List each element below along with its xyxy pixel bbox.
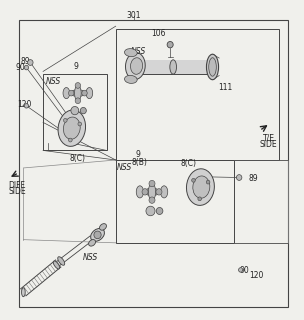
Circle shape xyxy=(78,122,81,126)
Ellipse shape xyxy=(209,58,216,76)
Text: 8(B): 8(B) xyxy=(132,158,148,167)
Ellipse shape xyxy=(88,240,95,246)
Text: 8(C): 8(C) xyxy=(70,154,86,163)
Circle shape xyxy=(82,90,87,96)
Text: 9: 9 xyxy=(136,150,141,159)
Text: 8(C): 8(C) xyxy=(180,159,196,168)
Ellipse shape xyxy=(145,188,159,196)
Ellipse shape xyxy=(53,261,60,269)
Circle shape xyxy=(64,118,67,122)
Text: NSS: NSS xyxy=(117,164,132,172)
Ellipse shape xyxy=(126,52,145,80)
Circle shape xyxy=(192,179,195,182)
Ellipse shape xyxy=(58,257,65,265)
Text: SIDE: SIDE xyxy=(260,140,277,149)
Ellipse shape xyxy=(58,110,85,146)
Text: NSS: NSS xyxy=(46,77,61,86)
Ellipse shape xyxy=(130,58,143,74)
Circle shape xyxy=(156,189,162,195)
Text: 120: 120 xyxy=(249,271,263,280)
Text: DIFF: DIFF xyxy=(8,181,25,190)
Text: SIDE: SIDE xyxy=(8,188,26,196)
Circle shape xyxy=(24,104,29,108)
Bar xyxy=(116,29,279,160)
Ellipse shape xyxy=(86,87,93,99)
Text: 89: 89 xyxy=(249,174,258,183)
Ellipse shape xyxy=(99,224,106,230)
Text: 89: 89 xyxy=(20,57,30,66)
Circle shape xyxy=(24,65,29,70)
Circle shape xyxy=(156,207,163,214)
Ellipse shape xyxy=(193,176,210,198)
Text: NSS: NSS xyxy=(131,47,146,56)
Ellipse shape xyxy=(74,85,81,101)
Text: 9: 9 xyxy=(74,62,79,71)
Circle shape xyxy=(239,268,243,272)
Bar xyxy=(143,60,212,74)
Circle shape xyxy=(94,231,101,239)
Ellipse shape xyxy=(63,87,70,99)
Circle shape xyxy=(206,180,210,184)
Circle shape xyxy=(149,197,155,203)
Text: 106: 106 xyxy=(151,29,165,38)
Circle shape xyxy=(167,42,173,48)
Ellipse shape xyxy=(124,49,137,57)
Circle shape xyxy=(75,83,81,88)
Circle shape xyxy=(146,206,155,216)
Text: 111: 111 xyxy=(219,83,233,92)
Text: NSS: NSS xyxy=(82,253,98,262)
Bar xyxy=(116,160,234,243)
Ellipse shape xyxy=(91,228,105,241)
Text: 90: 90 xyxy=(15,63,25,72)
Circle shape xyxy=(198,197,202,201)
Ellipse shape xyxy=(170,60,177,74)
Circle shape xyxy=(75,98,81,104)
Circle shape xyxy=(68,90,74,96)
Ellipse shape xyxy=(22,288,25,297)
Circle shape xyxy=(237,175,242,180)
Circle shape xyxy=(80,108,86,114)
Ellipse shape xyxy=(136,186,143,198)
Text: T/E: T/E xyxy=(263,133,275,142)
Ellipse shape xyxy=(71,90,85,97)
Circle shape xyxy=(142,189,148,195)
Bar xyxy=(43,74,107,150)
Ellipse shape xyxy=(161,186,168,198)
Ellipse shape xyxy=(124,76,137,84)
Ellipse shape xyxy=(206,54,219,80)
Ellipse shape xyxy=(186,169,214,205)
Ellipse shape xyxy=(64,117,80,139)
Ellipse shape xyxy=(148,184,156,200)
Circle shape xyxy=(68,138,72,142)
Circle shape xyxy=(149,180,155,187)
Text: 90: 90 xyxy=(240,266,250,276)
Circle shape xyxy=(28,60,33,65)
Bar xyxy=(19,20,288,307)
Circle shape xyxy=(71,107,79,115)
Text: 301: 301 xyxy=(126,11,141,20)
Text: 120: 120 xyxy=(17,100,32,109)
